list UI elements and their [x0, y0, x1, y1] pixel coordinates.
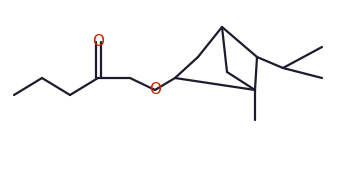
Text: O: O: [92, 34, 104, 50]
Text: O: O: [149, 82, 161, 98]
